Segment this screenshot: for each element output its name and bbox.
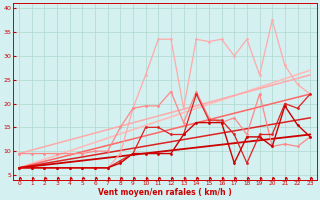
- X-axis label: Vent moyen/en rafales ( km/h ): Vent moyen/en rafales ( km/h ): [98, 188, 231, 197]
